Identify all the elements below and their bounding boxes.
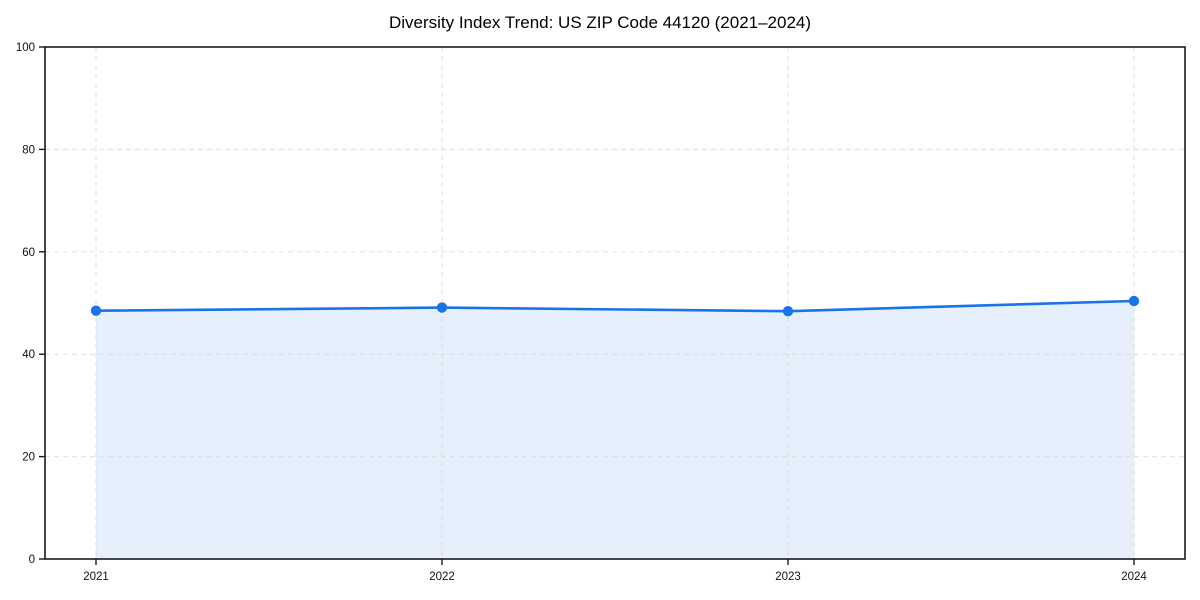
- x-tick-label: 2023: [775, 571, 801, 583]
- area-fill: [96, 301, 1134, 559]
- trend-line: [94, 299, 1136, 313]
- y-tick-label: 60: [22, 247, 35, 259]
- x-tick-label: 2021: [83, 571, 109, 583]
- x-tick-label: 2024: [1121, 571, 1147, 583]
- data-point-marker: [90, 305, 102, 316]
- data-point-marker: [1128, 295, 1140, 307]
- x-tick-label: 2022: [429, 571, 455, 583]
- data-point-marker: [436, 302, 448, 313]
- chart-title: Diversity Index Trend: US ZIP Code 44120…: [388, 13, 812, 32]
- y-tick-label: 80: [22, 144, 35, 156]
- y-tick-label: 0: [29, 554, 35, 566]
- plot-border: [44, 46, 1186, 560]
- data-point-marker: [782, 306, 794, 317]
- y-tick-label: 40: [22, 349, 35, 361]
- y-tick-label: 20: [22, 452, 35, 464]
- y-tick-label: 100: [16, 42, 35, 54]
